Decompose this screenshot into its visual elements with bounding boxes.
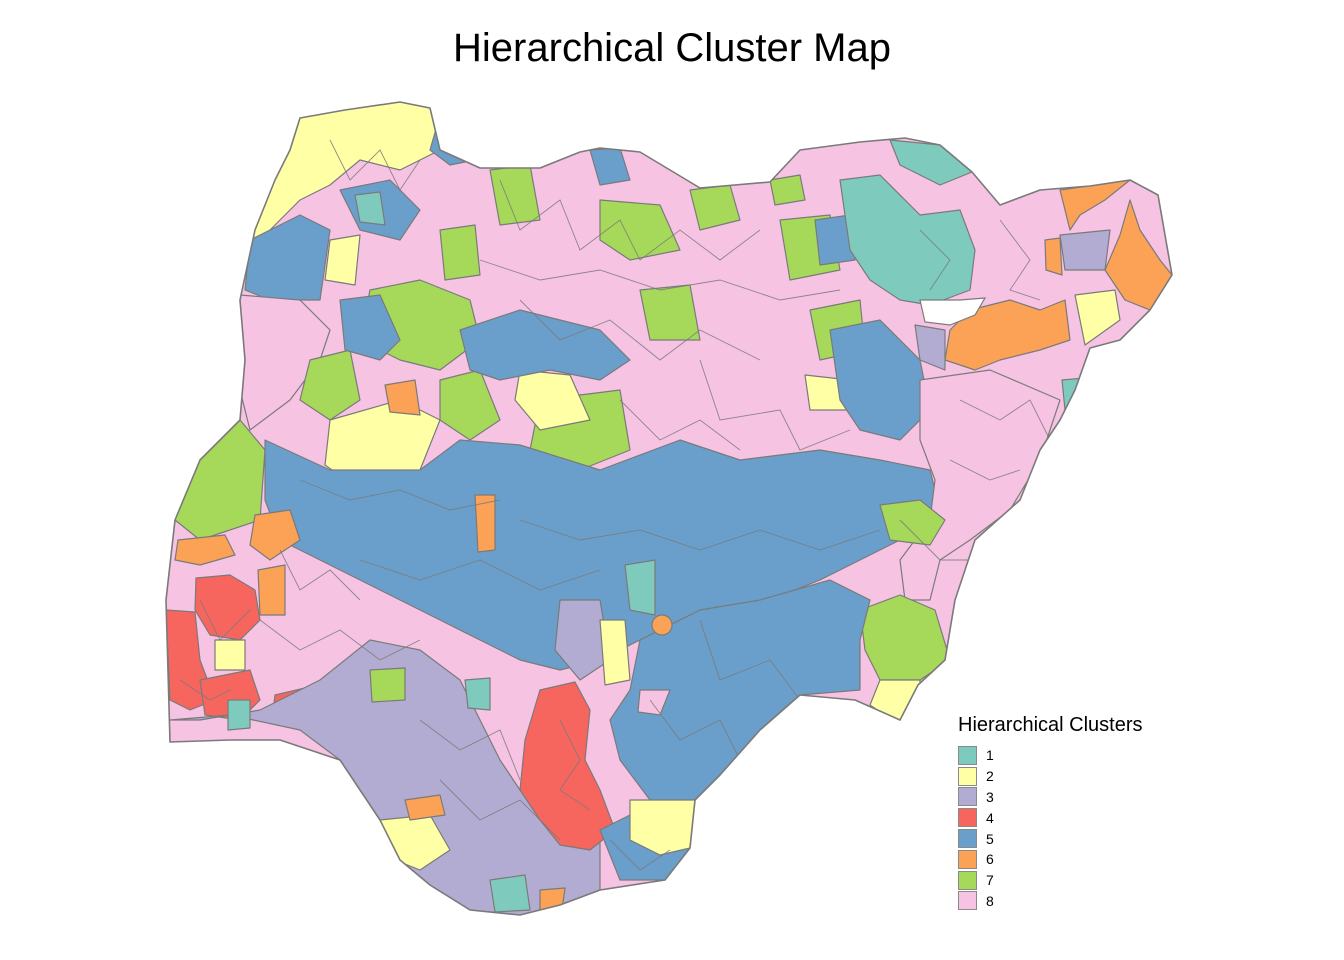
legend-label: 5	[986, 830, 994, 847]
region	[464, 677, 491, 711]
region	[814, 214, 856, 266]
region	[879, 499, 946, 546]
region	[227, 699, 251, 731]
region	[459, 309, 631, 381]
region	[629, 799, 696, 856]
region	[354, 191, 386, 226]
legend-label: 2	[986, 768, 994, 785]
region	[1044, 237, 1063, 276]
region	[869, 679, 921, 723]
region	[369, 667, 406, 703]
region	[637, 689, 671, 716]
legend-item: 3	[958, 787, 1198, 808]
region	[384, 379, 421, 416]
region	[889, 139, 973, 186]
legend-swatch	[958, 891, 977, 911]
legend-swatch	[958, 808, 977, 828]
legend-swatch	[958, 870, 977, 890]
legend-label: 7	[986, 872, 994, 889]
legend-item: 4	[958, 807, 1198, 828]
region	[339, 294, 401, 361]
map-title: Hierarchical Cluster Map	[453, 26, 891, 70]
region	[194, 574, 261, 641]
region	[514, 369, 591, 431]
region	[439, 224, 481, 281]
region	[474, 494, 496, 553]
legend-swatch	[958, 849, 977, 869]
region	[914, 324, 946, 371]
country-outline	[165, 101, 1173, 916]
legend-label: 8	[986, 892, 994, 909]
region	[244, 214, 331, 301]
region	[1061, 377, 1089, 411]
legend-item: 2	[958, 766, 1198, 787]
legend-swatch	[958, 829, 977, 849]
legend-item: 5	[958, 828, 1198, 849]
legend-item: 7	[958, 870, 1198, 891]
region	[899, 369, 1061, 601]
internal-boundaries	[179, 139, 1051, 871]
region	[639, 284, 701, 341]
legend-item: 8	[958, 891, 1198, 912]
legend-swatch	[958, 766, 977, 786]
region	[324, 234, 361, 286]
region	[1074, 289, 1121, 346]
region	[769, 174, 806, 206]
legend-label: 1	[986, 747, 994, 764]
region	[829, 319, 931, 441]
region	[944, 299, 1071, 371]
lake-area	[919, 297, 987, 326]
region	[404, 794, 446, 821]
region	[554, 599, 611, 681]
legend-swatch	[958, 745, 977, 765]
legend-title: Hierarchical Clusters	[958, 714, 1143, 736]
region	[489, 874, 531, 913]
legend: Hierarchical Clusters 1 2 3 4 5 6 7	[958, 714, 1198, 911]
legend-items: 1 2 3 4 5 6 7 8	[958, 745, 1198, 911]
legend-label: 4	[986, 809, 994, 826]
legend-item: 6	[958, 849, 1198, 870]
region	[214, 639, 246, 671]
region	[624, 559, 656, 616]
region	[174, 534, 236, 566]
map-regions	[166, 102, 1172, 915]
legend-swatch	[958, 787, 977, 807]
region	[1059, 229, 1111, 271]
region	[519, 681, 616, 851]
region	[249, 509, 301, 561]
legend-item: 1	[958, 745, 1198, 766]
legend-label: 3	[986, 788, 994, 805]
region	[174, 419, 266, 541]
region	[257, 564, 286, 616]
region	[599, 619, 631, 686]
legend-label: 6	[986, 851, 994, 868]
region	[299, 349, 361, 421]
region	[651, 614, 673, 636]
